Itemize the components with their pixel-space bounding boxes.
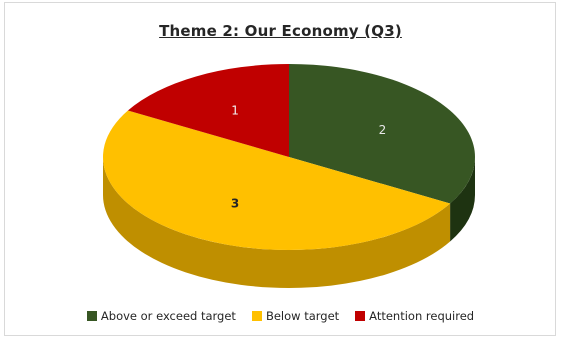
pie-side-above-target xyxy=(450,157,475,242)
pie-slice-attention-required xyxy=(127,63,289,157)
legend-label-above-target: Above or exceed target xyxy=(100,309,236,323)
legend-label-below-target: Below target xyxy=(265,309,340,323)
legend-label-attention-required: Attention required xyxy=(369,309,475,323)
data-label-above-target: 2 xyxy=(379,123,387,137)
pie-slice-above-target xyxy=(289,64,475,204)
legend-item-below-target: Below target xyxy=(251,309,340,323)
data-label-attention-required: 1 xyxy=(231,103,239,117)
legend-item-attention-required: Attention required xyxy=(355,309,474,323)
legend-swatch-below-target xyxy=(251,311,262,321)
legend-item-above-target: Above or exceed target xyxy=(86,309,236,323)
pie-slice-below-target xyxy=(102,110,451,251)
data-label-below-target: 3 xyxy=(231,197,239,211)
chart-title: Theme 2: Our Economy (Q3) xyxy=(159,22,402,40)
legend: Above or exceed target Below target Atte… xyxy=(0,309,561,323)
legend-swatch-attention-required xyxy=(355,311,366,321)
legend-swatch-above-target xyxy=(86,311,97,321)
pie-side-below-target xyxy=(103,157,451,288)
